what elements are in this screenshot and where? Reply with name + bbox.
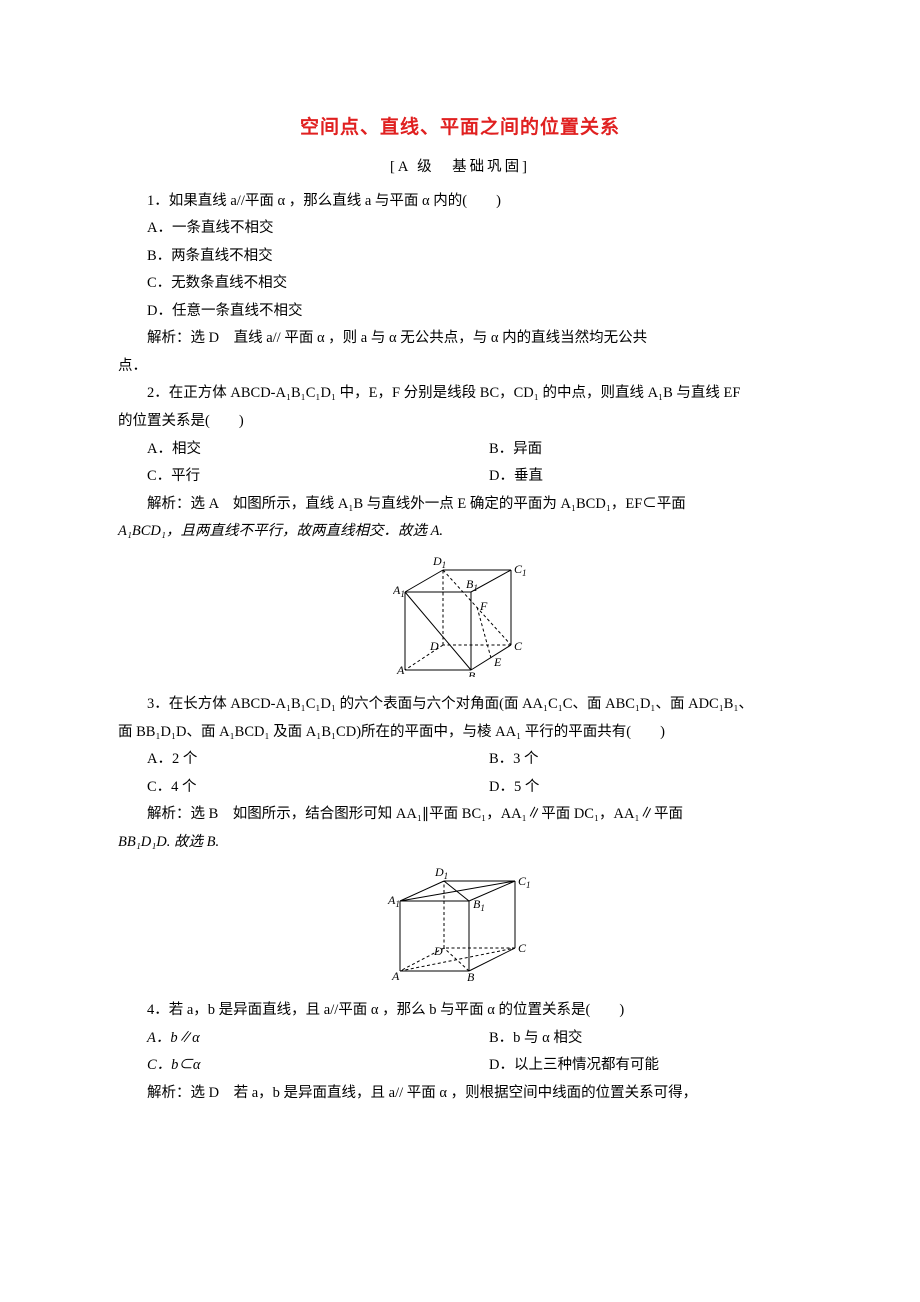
- q3-opts-row1: A．2 个 B．3 个: [118, 746, 802, 774]
- q1-opt-d: D．任意一条直线不相交: [118, 298, 802, 326]
- svg-text:F: F: [479, 599, 488, 613]
- q3-opts-row2: C．4 个 D．5 个: [118, 774, 802, 802]
- q3-opt-d: D．5 个: [460, 774, 802, 802]
- q2-figure: A B C D A1 B1 C1 D1 E F: [118, 552, 802, 688]
- q2-opts-row2: C．平行 D．垂直: [118, 463, 802, 491]
- q1-opt-c: C．无数条直线不相交: [118, 270, 802, 298]
- svg-text:A1: A1: [393, 583, 405, 599]
- q2-opt-a: A．相交: [118, 436, 460, 464]
- svg-text:B: B: [467, 970, 475, 983]
- svg-text:B1: B1: [473, 897, 485, 913]
- svg-text:C: C: [514, 639, 523, 653]
- svg-text:E: E: [493, 655, 502, 669]
- q2-stem-2: 的位置关系是( ): [118, 408, 802, 436]
- q2-explain-2: A₁BCD₁，且两直线不平行，故两直线相交．故选 A.: [118, 518, 802, 546]
- q4-opt-b: B．b 与 α 相交: [460, 1025, 802, 1053]
- q2-opt-d: D．垂直: [460, 463, 802, 491]
- svg-text:B1: B1: [466, 577, 478, 593]
- q2-explain-1: 解析：选 A 如图所示，直线 A₁B 与直线外一点 E 确定的平面为 A₁BCD…: [118, 491, 802, 519]
- cube-figure-q2: A B C D A1 B1 C1 D1 E F: [393, 552, 528, 677]
- q3-stem-1: 3．在长方体 ABCD-A₁B₁C₁D₁ 的六个表面与六个对角面(面 AA₁C₁…: [118, 691, 802, 719]
- q4-explain: 解析：选 D 若 a，b 是异面直线，且 a// 平面 α ，则根据空间中线面的…: [118, 1080, 802, 1108]
- q4-opts-row1: A．b∥α B．b 与 α 相交: [118, 1025, 802, 1053]
- page-title: 空间点、直线、平面之间的位置关系: [118, 110, 802, 146]
- page: 空间点、直线、平面之间的位置关系 [A 级 基础巩固] 1．如果直线 a//平面…: [0, 0, 920, 1302]
- cuboid-figure-q3: A B C D A1 B1 C1 D1: [385, 863, 535, 983]
- q4-stem: 4．若 a，b 是异面直线，且 a//平面 α ，那么 b 与平面 α 的位置关…: [118, 997, 802, 1025]
- svg-text:A: A: [391, 969, 400, 983]
- q1-opt-b: B．两条直线不相交: [118, 243, 802, 271]
- svg-text:B: B: [468, 669, 476, 677]
- q2-opts-row1: A．相交 B．异面: [118, 436, 802, 464]
- q1-explain-2: 点．: [118, 353, 802, 381]
- q3-opt-c: C．4 个: [118, 774, 460, 802]
- svg-text:D: D: [429, 639, 439, 653]
- svg-text:C: C: [518, 941, 527, 955]
- q3-explain-1: 解析：选 B 如图所示，结合图形可知 AA₁∥平面 BC₁，AA₁∥平面 DC₁…: [118, 801, 802, 829]
- q3-explain-2: BB₁D₁D. 故选 B.: [118, 829, 802, 857]
- svg-text:A: A: [396, 663, 405, 677]
- q1-stem: 1．如果直线 a//平面 α ，那么直线 a 与平面 α 内的( ): [118, 188, 802, 216]
- q1-explain-1: 解析：选 D 直线 a// 平面 α ，则 a 与 α 无公共点，与 α 内的直…: [118, 325, 802, 353]
- q3-opt-b: B．3 个: [460, 746, 802, 774]
- svg-text:D: D: [433, 944, 443, 958]
- svg-text:D1: D1: [434, 865, 448, 881]
- q4-opts-row2: C．b⊂α D．以上三种情况都有可能: [118, 1052, 802, 1080]
- q3-figure: A B C D A1 B1 C1 D1: [118, 863, 802, 994]
- q4-opt-c: C．b⊂α: [118, 1052, 460, 1080]
- svg-text:A1: A1: [387, 893, 400, 909]
- q4-opt-d: D．以上三种情况都有可能: [460, 1052, 802, 1080]
- q2-opt-b: B．异面: [460, 436, 802, 464]
- svg-text:C1: C1: [514, 562, 527, 578]
- q3-opt-a: A．2 个: [118, 746, 460, 774]
- q2-stem-1: 2．在正方体 ABCD-A₁B₁C₁D₁ 中，E，F 分别是线段 BC，CD₁ …: [118, 380, 802, 408]
- q1-opt-a: A．一条直线不相交: [118, 215, 802, 243]
- q2-opt-c: C．平行: [118, 463, 460, 491]
- q4-opt-a: A．b∥α: [118, 1025, 460, 1053]
- level-subtitle: [A 级 基础巩固]: [118, 154, 802, 182]
- svg-text:C1: C1: [518, 874, 531, 890]
- svg-text:D1: D1: [432, 554, 446, 570]
- q3-stem-2: 面 BB₁D₁D、面 A₁BCD₁ 及面 A₁B₁CD)所在的平面中，与棱 AA…: [118, 719, 802, 747]
